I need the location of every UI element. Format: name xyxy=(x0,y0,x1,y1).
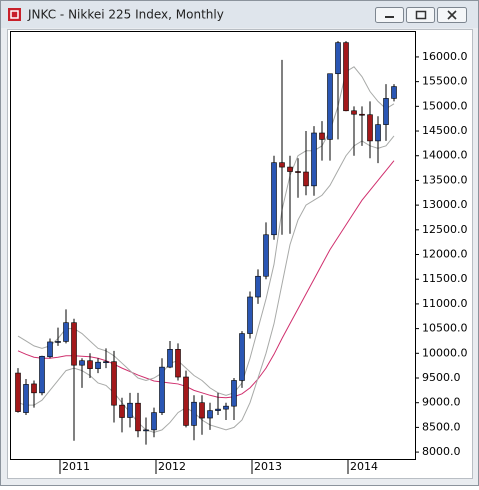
candle-body xyxy=(311,132,317,187)
y-tick-label: 9000.0 xyxy=(422,396,461,409)
minimize-button[interactable] xyxy=(375,7,404,23)
candle-body xyxy=(79,360,85,366)
y-tick-label: 13500.0 xyxy=(422,173,468,186)
plot-area xyxy=(10,31,416,460)
candle-body xyxy=(231,380,237,407)
y-tick-label: 10000.0 xyxy=(422,346,468,359)
candle-body xyxy=(351,110,357,115)
candle-body xyxy=(303,171,309,187)
candle-body xyxy=(367,114,373,142)
candle-body xyxy=(343,42,349,112)
candle-body xyxy=(55,341,61,343)
y-tick-label: 15000.0 xyxy=(422,99,468,112)
candle-body xyxy=(175,349,181,378)
candle-body xyxy=(159,366,165,413)
candle-body xyxy=(375,124,381,142)
candle-body xyxy=(199,402,205,419)
candle-body xyxy=(23,384,29,413)
y-tick-label: 11500.0 xyxy=(422,272,468,285)
y-tick-label: 14500.0 xyxy=(422,124,468,137)
candle-body xyxy=(255,275,261,298)
app-icon xyxy=(8,8,21,21)
candle-body xyxy=(151,412,157,431)
candle-body xyxy=(87,360,93,369)
button-glyph xyxy=(415,10,427,20)
candle-body xyxy=(183,376,189,426)
maximize-button[interactable] xyxy=(406,7,435,23)
candle-body xyxy=(207,410,213,419)
candle-body xyxy=(215,408,221,411)
y-tick-label: 12000.0 xyxy=(422,248,468,261)
candle-body xyxy=(287,166,293,172)
y-tick-label: 8500.0 xyxy=(422,420,461,433)
candle-body xyxy=(319,132,325,140)
candle-body xyxy=(383,98,389,125)
y-tick-label: 14000.0 xyxy=(422,149,468,162)
button-glyph xyxy=(385,16,394,18)
button-frame[interactable] xyxy=(406,7,435,23)
candle-body xyxy=(95,361,101,369)
y-tick-label: 15500.0 xyxy=(422,75,468,88)
candle-body xyxy=(263,234,269,277)
candle-body xyxy=(31,383,37,394)
candle-body xyxy=(15,372,21,412)
candle-body xyxy=(327,73,333,140)
y-tick-label: 11000.0 xyxy=(422,297,468,310)
candle-body xyxy=(135,402,141,432)
candle-body xyxy=(119,404,125,418)
candle-body xyxy=(359,113,365,116)
button-glyph xyxy=(447,10,457,20)
candle-body xyxy=(391,86,397,99)
candle-body xyxy=(103,361,109,364)
x-tick-label: 2012 xyxy=(158,460,186,473)
y-tick-label: 10500.0 xyxy=(422,322,468,335)
overlay-line xyxy=(17,135,395,433)
candle-body xyxy=(271,162,277,236)
y-tick-label: 16000.0 xyxy=(422,50,468,63)
x-tick-label: 2011 xyxy=(62,460,90,473)
app-icon-glyph xyxy=(10,10,19,19)
candle-body xyxy=(39,355,45,394)
candle-body xyxy=(63,322,69,342)
candle-body xyxy=(295,171,301,173)
candle-body xyxy=(71,322,77,366)
candle-body xyxy=(111,361,117,406)
window-title: JNKC - Nikkei 225 Index, Monthly xyxy=(27,8,224,22)
candle-body xyxy=(279,162,285,168)
candle-body xyxy=(191,401,197,426)
candle-body xyxy=(47,341,53,358)
y-tick-label: 13000.0 xyxy=(422,198,468,211)
y-tick-label: 8000.0 xyxy=(422,445,461,458)
close-button[interactable] xyxy=(437,7,467,23)
candle-body xyxy=(247,296,253,334)
y-tick-label: 9500.0 xyxy=(422,371,461,384)
x-tick-label: 2014 xyxy=(350,460,378,473)
candle-body xyxy=(239,333,245,381)
y-tick-label: 12500.0 xyxy=(422,223,468,236)
candle-body xyxy=(167,349,173,368)
overlay-line xyxy=(17,160,395,399)
candle-body xyxy=(143,429,149,432)
candle-body xyxy=(335,42,341,75)
candle-body xyxy=(223,405,229,410)
button-frame[interactable] xyxy=(375,7,404,23)
candle-body xyxy=(127,402,133,418)
x-tick-label: 2013 xyxy=(254,460,282,473)
